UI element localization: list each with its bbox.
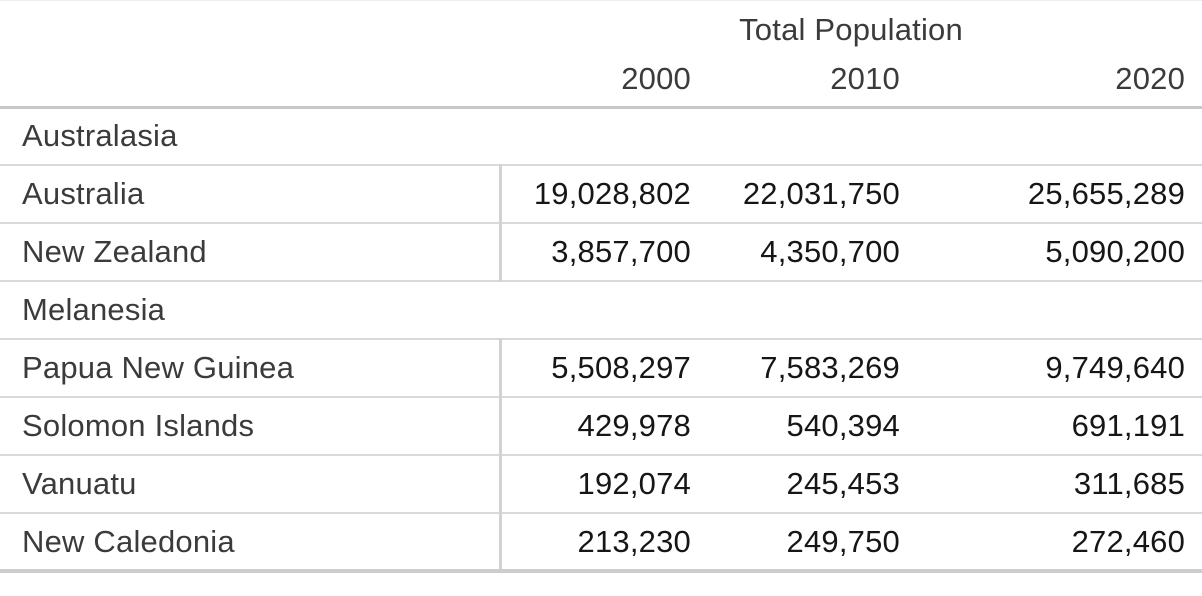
years-row: 2000 2010 2020 <box>0 52 1202 107</box>
value-2000: 19,028,802 <box>533 176 691 211</box>
table-body: Australasia Australia 19,028,802 22,031,… <box>0 107 1202 571</box>
title-row: Total Population <box>0 1 1202 52</box>
row-label: New Zealand <box>0 223 502 281</box>
value-2000: 5,508,297 <box>551 350 691 385</box>
value-2010: 22,031,750 <box>742 176 900 211</box>
corner-cell <box>0 1 500 52</box>
row-label: New Caledonia <box>0 513 502 571</box>
value-2020: 25,655,289 <box>1027 176 1186 211</box>
section-label: Melanesia <box>22 292 166 327</box>
column-header-2020: 2020 <box>1115 60 1186 96</box>
value-2000: 429,978 <box>577 408 691 443</box>
table-title: Total Population <box>739 11 963 47</box>
row-label: Papua New Guinea <box>0 339 502 397</box>
table-row-new-zealand: New Zealand 3,857,700 4,350,700 5,090,20… <box>0 223 1202 281</box>
row-label: Australia <box>0 165 502 223</box>
value-2020: 311,685 <box>1073 466 1186 501</box>
table-row-new-caledonia: New Caledonia 213,230 249,750 272,460 <box>0 513 1202 571</box>
value-2000: 3,857,700 <box>551 234 691 269</box>
column-header-2000: 2000 <box>621 60 691 96</box>
section-label: Australasia <box>22 118 178 154</box>
table-header: Total Population 2000 2010 2020 <box>0 1 1202 107</box>
value-2020: 272,460 <box>1071 523 1186 559</box>
section-header-australasia: Australasia <box>0 107 1202 165</box>
table-row-australia: Australia 19,028,802 22,031,750 25,655,2… <box>0 165 1202 223</box>
value-2000: 213,230 <box>577 523 691 559</box>
column-header-2010: 2010 <box>830 60 900 96</box>
value-2010: 540,394 <box>786 408 900 443</box>
corner-cell <box>0 52 500 107</box>
table-row-vanuatu: Vanuatu 192,074 245,453 311,685 <box>0 455 1202 513</box>
value-2020: 5,090,200 <box>1045 234 1186 269</box>
table-row-solomon-islands: Solomon Islands 429,978 540,394 691,191 <box>0 397 1202 455</box>
row-label: Solomon Islands <box>0 397 502 455</box>
row-label: Vanuatu <box>0 455 502 513</box>
value-2010: 249,750 <box>786 523 900 559</box>
value-2020: 691,191 <box>1071 408 1186 443</box>
population-table: Total Population 2000 2010 2020 Australa… <box>0 1 1202 573</box>
value-2020: 9,749,640 <box>1045 350 1186 385</box>
section-header-melanesia: Melanesia <box>0 281 1202 339</box>
table-row-papua-new-guinea: Papua New Guinea 5,508,297 7,583,269 9,7… <box>0 339 1202 397</box>
value-2010: 7,583,269 <box>760 350 900 385</box>
value-2010: 245,453 <box>786 466 900 501</box>
value-2000: 192,074 <box>577 466 691 501</box>
value-2010: 4,350,700 <box>760 234 900 269</box>
